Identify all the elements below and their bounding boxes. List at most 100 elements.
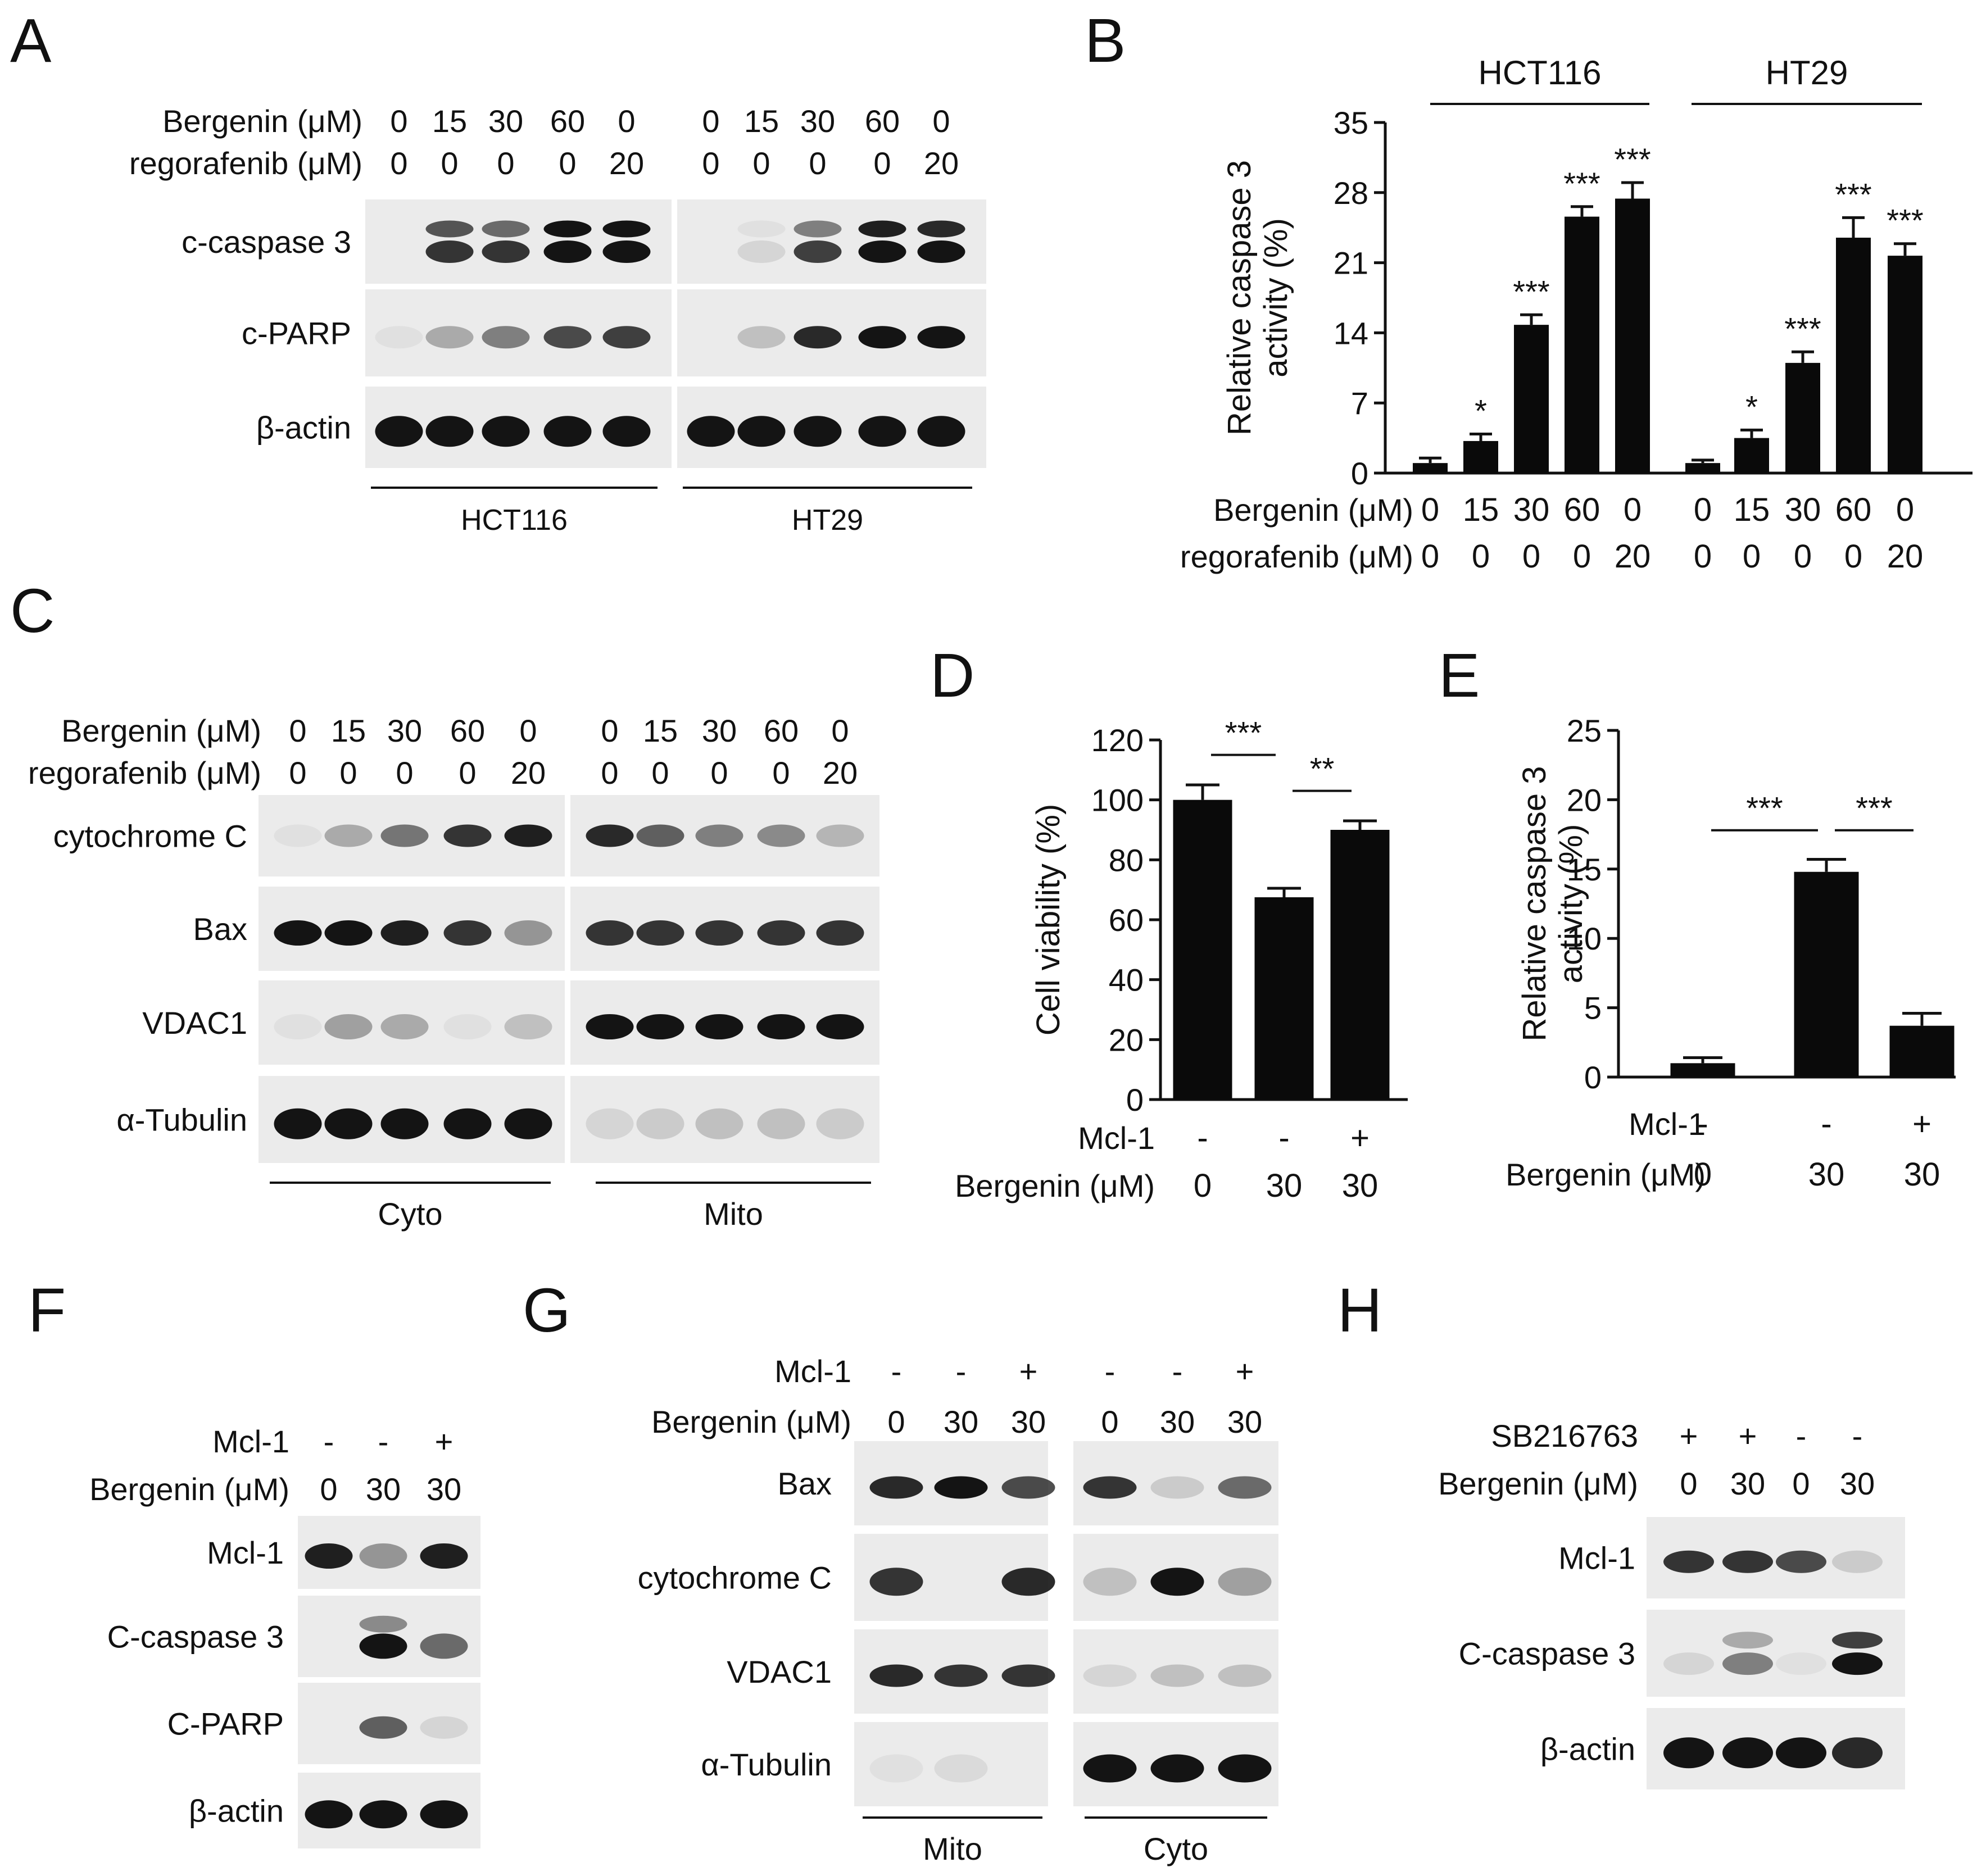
x-tick-label: 0 xyxy=(1421,538,1439,575)
condition-value: 0 xyxy=(289,713,306,748)
condition-value: 60 xyxy=(550,103,585,139)
condition-value: 30 xyxy=(702,713,737,748)
bar xyxy=(1514,325,1549,473)
condition-value: 30 xyxy=(1227,1404,1262,1439)
group-label: Cyto xyxy=(1144,1831,1208,1866)
blot-band xyxy=(737,326,786,349)
condition-value: 30 xyxy=(800,103,835,139)
blot-band xyxy=(602,220,651,238)
blot-band xyxy=(324,824,373,847)
condition-label: Mcl-1 xyxy=(774,1353,851,1389)
blot-band xyxy=(359,1543,407,1569)
blot-band xyxy=(425,220,474,238)
blot-band xyxy=(934,1476,988,1499)
blot-band xyxy=(425,240,474,263)
condition-value: - xyxy=(324,1424,334,1459)
condition-label: Bergenin (μM) xyxy=(651,1404,851,1439)
condition-label: SB216763 xyxy=(1491,1418,1638,1453)
blot-band xyxy=(380,1014,429,1039)
blot-band xyxy=(274,1108,322,1139)
x-row-label: Mcl-1 xyxy=(1629,1106,1706,1142)
blot-band xyxy=(1776,1737,1826,1769)
protein-label: c-caspase 3 xyxy=(182,224,351,260)
blot-band xyxy=(737,240,786,263)
blot-band xyxy=(636,920,684,946)
blot-band xyxy=(816,824,864,847)
condition-label: Bergenin (μM) xyxy=(162,103,362,139)
protein-label: Mcl-1 xyxy=(207,1535,284,1570)
y-tick-label: 40 xyxy=(1109,962,1144,998)
protein-label: β-actin xyxy=(256,410,351,446)
y-tick-label: 15 xyxy=(1567,852,1602,887)
blot-band xyxy=(1832,1550,1883,1573)
blot-band xyxy=(1083,1664,1137,1687)
condition-value: 15 xyxy=(432,103,467,139)
blot-band xyxy=(586,920,634,946)
blot-band xyxy=(793,240,842,263)
y-tick-label: 80 xyxy=(1109,842,1144,878)
bar xyxy=(1413,463,1448,473)
blot-band xyxy=(1150,1476,1204,1499)
blot-band xyxy=(1218,1476,1272,1499)
blot-band xyxy=(1832,1737,1883,1769)
bar xyxy=(1888,256,1922,473)
blot-band xyxy=(1218,1664,1272,1687)
y-tick-label: 20 xyxy=(1109,1022,1144,1057)
blot-band xyxy=(858,240,906,263)
blot-band xyxy=(793,220,842,238)
chart-E: 0 5 10 15 20 25 Relative caspase 3 activity (%)… xyxy=(1506,713,1956,1193)
blot-band xyxy=(917,240,965,263)
blot-band xyxy=(586,824,634,847)
blot-band xyxy=(917,220,965,238)
protein-label: α-Tubulin xyxy=(701,1747,832,1782)
condition-value: 0 xyxy=(651,755,669,791)
group-label: HCT116 xyxy=(1479,54,1602,92)
condition-value: 0 xyxy=(289,755,306,791)
y-axis-label: Relative caspase 3 xyxy=(1221,160,1258,435)
panel-C-blot: Bergenin (μM) 0 15 30 60 0 0 15 30 60 0regorafenib… xyxy=(28,713,879,1232)
x-tick-label: 0 xyxy=(1694,538,1712,575)
protein-label: Bax xyxy=(778,1466,832,1501)
blot-band xyxy=(869,1754,923,1783)
blot-band xyxy=(1776,1652,1826,1675)
y-tick-label: 25 xyxy=(1567,713,1602,748)
protein-label: VDAC1 xyxy=(142,1005,247,1041)
blot-band xyxy=(757,824,805,847)
condition-value: 0 xyxy=(320,1471,337,1507)
blot-band xyxy=(757,1108,805,1139)
condition-value: 0 xyxy=(932,103,950,139)
blot-band xyxy=(359,1800,407,1829)
x-tick-label: - xyxy=(1197,1120,1208,1156)
condition-value: 0 xyxy=(390,146,407,181)
blot-band xyxy=(425,416,474,447)
blot-band xyxy=(636,1108,684,1139)
bar xyxy=(1173,800,1232,1100)
panel-letter-F: F xyxy=(28,1276,66,1345)
significance-mark: ** xyxy=(1310,751,1335,787)
condition-value: - xyxy=(956,1353,967,1389)
blot-band xyxy=(443,1108,492,1139)
blot-band xyxy=(586,1108,634,1139)
x-tick-label: 0 xyxy=(1522,538,1540,575)
blot-band xyxy=(305,1800,353,1829)
blot-band xyxy=(869,1568,923,1596)
x-row-label: Bergenin (μM) xyxy=(955,1168,1155,1203)
x-row-label: Bergenin (μM) xyxy=(1506,1157,1706,1192)
blot-band xyxy=(380,920,429,946)
significance-mark: *** xyxy=(1225,715,1262,751)
y-axis-label: activity (%) xyxy=(1258,218,1294,378)
blot-band xyxy=(1150,1664,1204,1687)
protein-label: β-actin xyxy=(1540,1732,1635,1767)
blot-band xyxy=(1832,1632,1883,1649)
x-tick-label: 0 xyxy=(1694,492,1712,528)
condition-value: 30 xyxy=(1011,1404,1046,1439)
panel-G-blot: Mcl-1 - - + - - + Bergenin (μM) 0 30 30 0 30 30 Bax cyt… xyxy=(638,1353,1278,1866)
condition-value: 0 xyxy=(702,146,719,181)
x-tick-label: 20 xyxy=(1615,538,1651,575)
significance-mark: *** xyxy=(1513,274,1549,309)
blot-band xyxy=(543,416,592,447)
bar xyxy=(1565,216,1599,473)
panel-H-blot: SB216763 + + - - Bergenin (μM) 0 30 0 30 Mcl-1 C-ca… xyxy=(1438,1418,1905,1789)
condition-value: 0 xyxy=(390,103,407,139)
